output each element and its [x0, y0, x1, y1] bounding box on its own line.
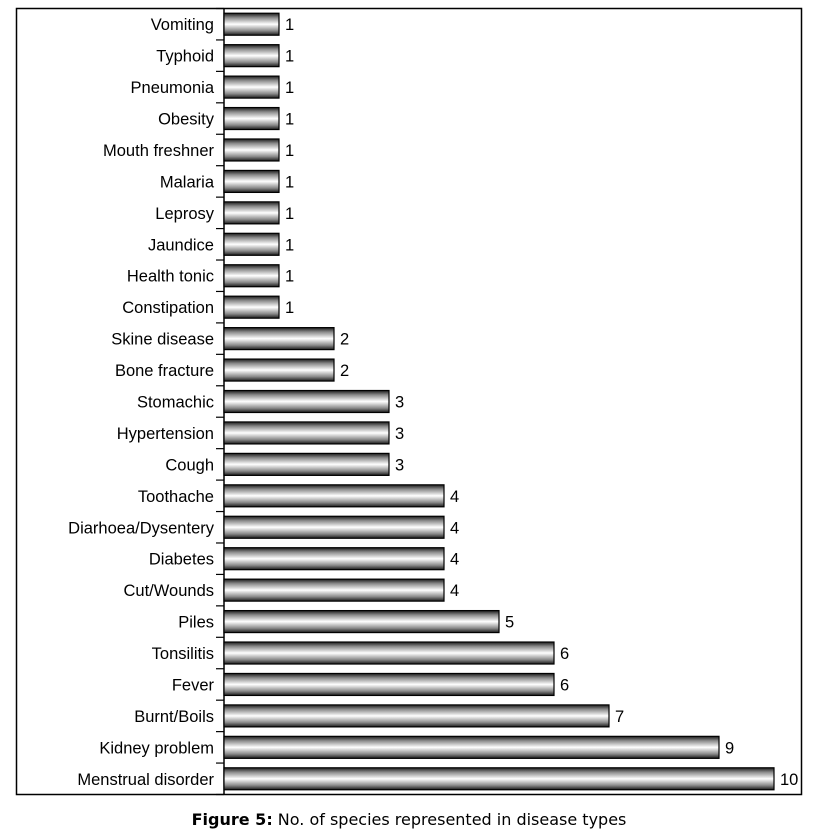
bar: [223, 44, 280, 68]
data-label: 1: [285, 299, 294, 317]
bar: [223, 515, 445, 539]
bar: [223, 327, 335, 351]
category-label: Tonsilitis: [152, 645, 214, 663]
data-label: 1: [285, 16, 294, 34]
data-label: 7: [615, 708, 624, 726]
category-label: Burnt/Boils: [134, 708, 214, 726]
data-label: 9: [725, 739, 734, 757]
bar: [223, 169, 280, 194]
category-label: Toothache: [138, 488, 214, 506]
category-label: Malaria: [160, 173, 215, 191]
category-label: Bone fracture: [115, 362, 214, 380]
data-label: 3: [395, 425, 404, 443]
data-label: 6: [560, 645, 569, 663]
caption-text: No. of species represented in disease ty…: [272, 810, 627, 829]
data-label: 1: [285, 173, 294, 191]
bar: [223, 609, 500, 634]
category-label: Jaundice: [148, 236, 214, 254]
category-label: Vomiting: [151, 16, 214, 34]
bar: [223, 106, 280, 131]
category-label: Menstrual disorder: [77, 771, 214, 789]
data-label: 1: [285, 111, 294, 129]
category-label: Obesity: [158, 111, 215, 129]
data-label: 10: [780, 771, 798, 789]
bar: [223, 767, 775, 791]
bar: [223, 452, 390, 476]
bar: [223, 641, 555, 665]
data-label: 4: [450, 488, 459, 506]
data-label: 2: [340, 362, 349, 380]
bar: [223, 12, 280, 36]
bar: [223, 578, 445, 602]
category-label: Leprosy: [155, 205, 214, 223]
data-label: 4: [450, 551, 459, 569]
category-label: Kidney problem: [99, 739, 214, 757]
bar: [223, 735, 720, 759]
bar: [223, 484, 445, 508]
data-label: 4: [450, 519, 459, 537]
category-label: Piles: [178, 614, 214, 632]
category-label: Pneumonia: [131, 79, 215, 97]
bar: [223, 201, 280, 225]
bar: [223, 389, 390, 414]
bar: [223, 704, 610, 728]
category-label: Stomachic: [137, 394, 214, 412]
category-label: Fever: [172, 676, 215, 694]
data-label: 1: [285, 79, 294, 97]
bar: [223, 358, 335, 382]
data-label: 3: [395, 394, 404, 412]
bar: [223, 75, 280, 99]
bar: [223, 295, 280, 319]
category-label: Diabetes: [149, 551, 214, 569]
data-label: 1: [285, 142, 294, 160]
bar: [223, 547, 445, 571]
bar: [223, 421, 390, 445]
category-label: Cough: [165, 456, 214, 474]
chart-frame: [15, 7, 803, 796]
bar: [223, 672, 555, 697]
data-label: 4: [450, 582, 459, 600]
caption-prefix: Figure 5:: [191, 810, 273, 829]
data-label: 2: [340, 331, 349, 349]
data-label: 1: [285, 268, 294, 286]
bar: [223, 232, 280, 256]
category-label: Hypertension: [117, 425, 214, 443]
data-label: 1: [285, 205, 294, 223]
category-label: Health tonic: [127, 268, 214, 286]
bar: [223, 264, 280, 288]
data-label: 3: [395, 456, 404, 474]
data-label: 5: [505, 614, 514, 632]
category-label: Typhoid: [156, 48, 214, 66]
data-label: 6: [560, 676, 569, 694]
category-label: Constipation: [122, 299, 214, 317]
figure-caption: Figure 5: No. of species represented in …: [0, 810, 818, 829]
category-label: Mouth freshner: [103, 142, 214, 160]
data-label: 1: [285, 236, 294, 254]
category-label: Diarhoea/Dysentery: [68, 519, 215, 537]
data-label: 1: [285, 48, 294, 66]
bar: [223, 138, 280, 162]
category-label: Cut/Wounds: [124, 582, 215, 600]
category-label: Skine disease: [111, 331, 214, 349]
